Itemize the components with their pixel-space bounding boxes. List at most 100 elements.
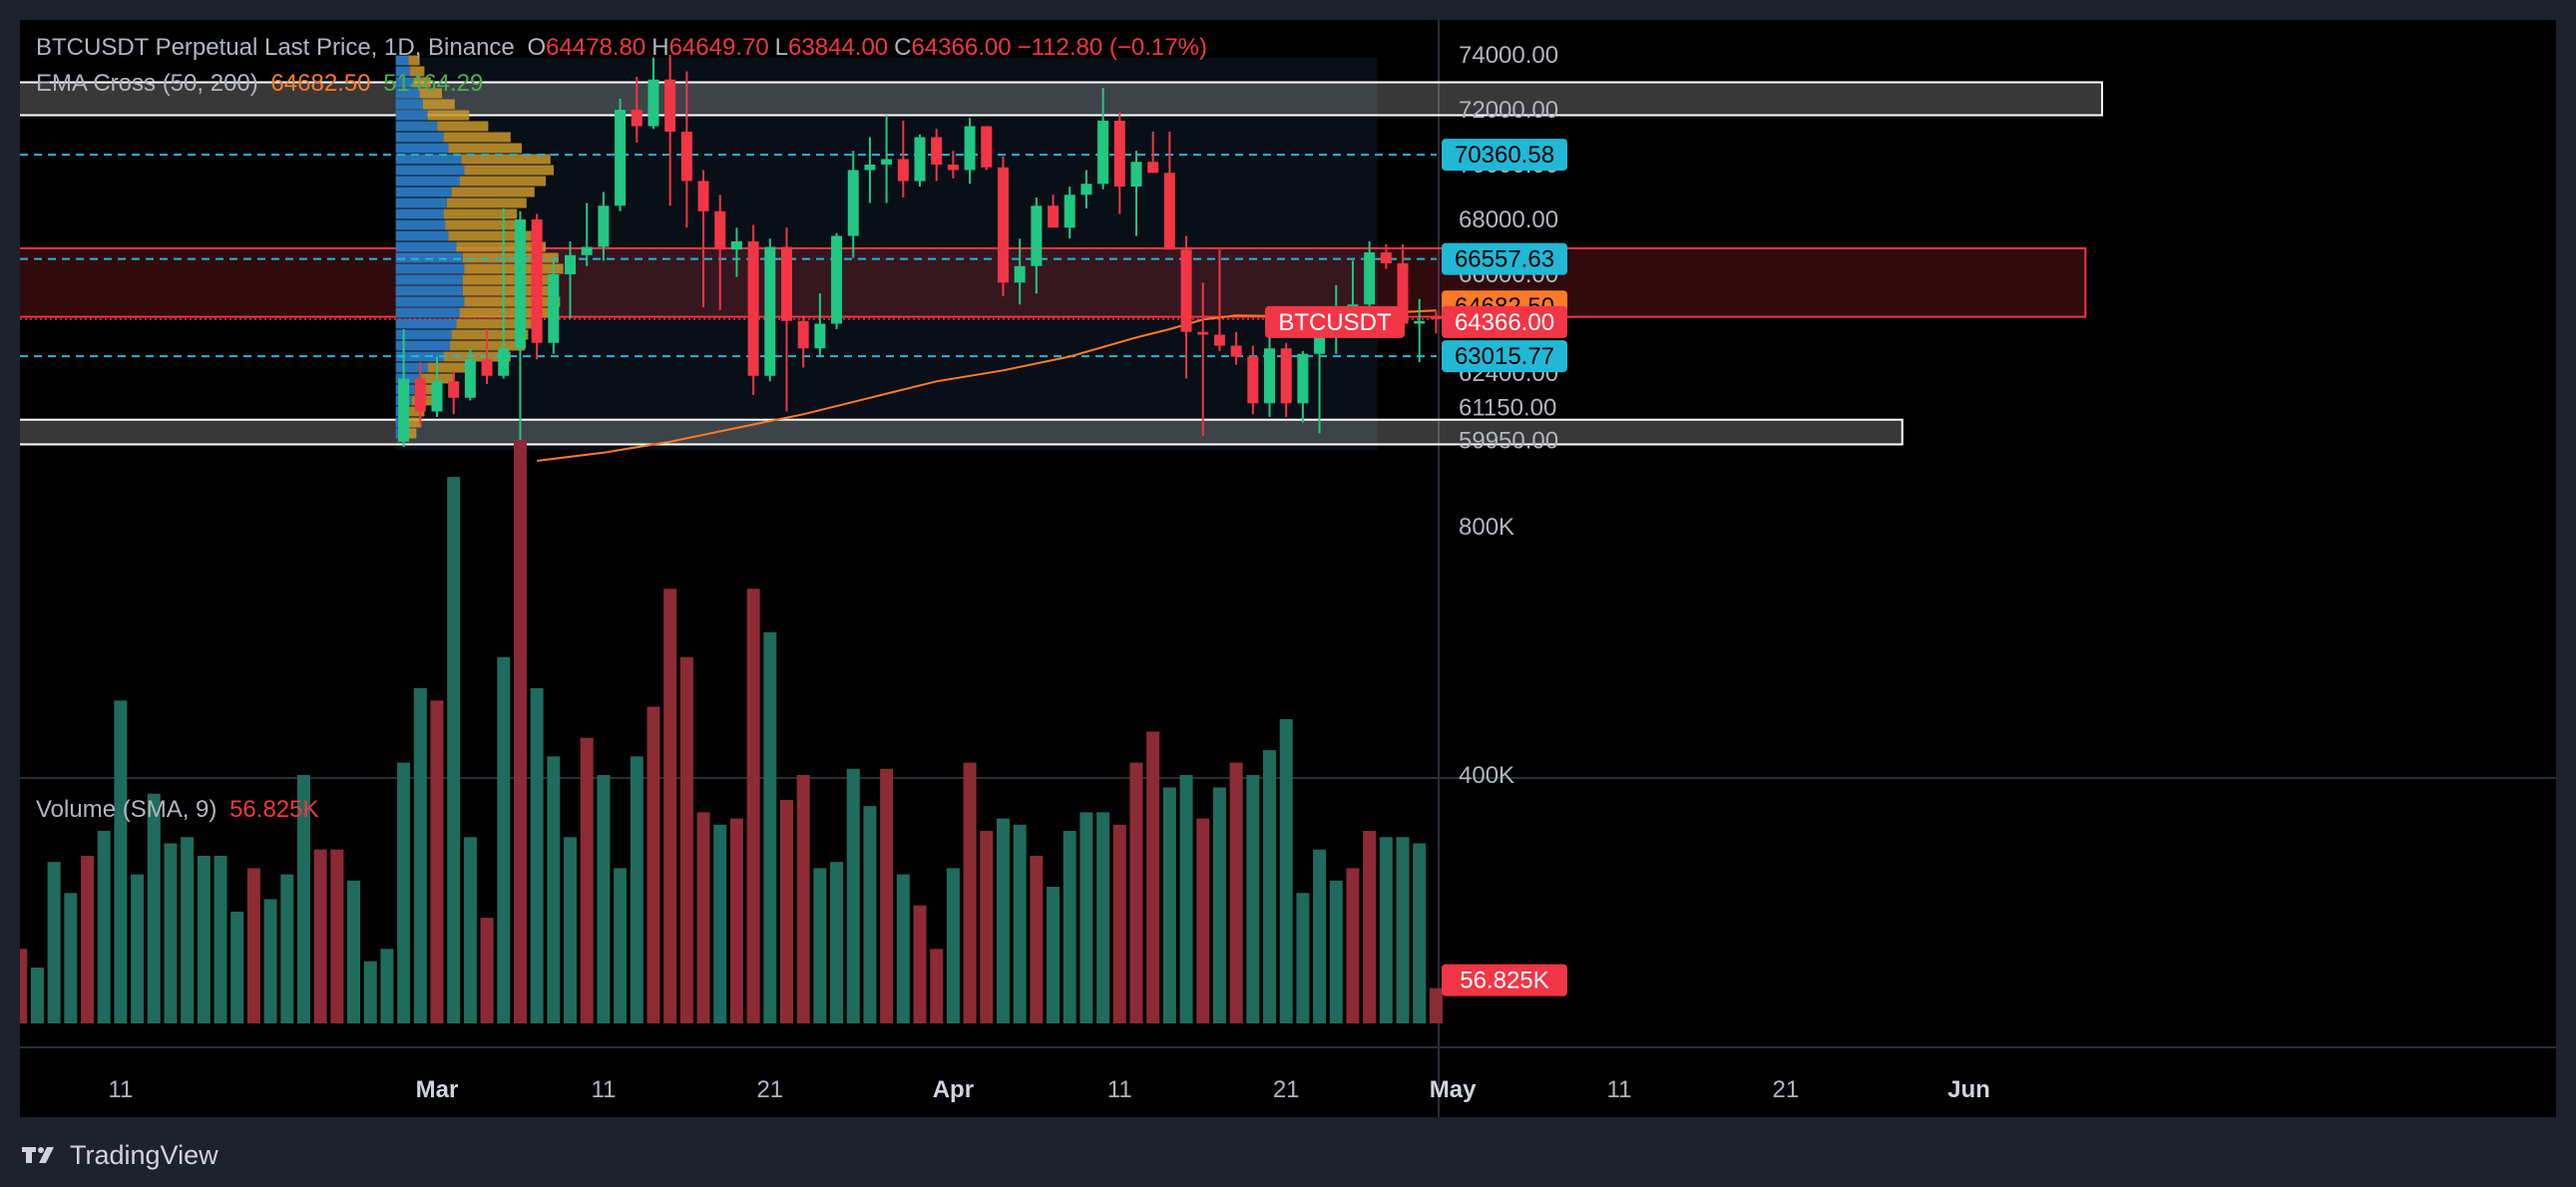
level-tag-bg bbox=[1442, 340, 1567, 373]
profile-row-up bbox=[395, 219, 446, 230]
chart-canvas[interactable]: 74000.0072000.0070000.0068000.0066000.00… bbox=[20, 20, 2556, 1117]
profile-row-up bbox=[395, 176, 460, 187]
open-label: O bbox=[527, 34, 547, 61]
candle-body bbox=[481, 359, 493, 376]
volume-bar bbox=[330, 849, 344, 1023]
candle-body bbox=[1097, 121, 1109, 185]
candle-body bbox=[1297, 353, 1309, 404]
ema50-value: 64682.50 bbox=[270, 70, 371, 97]
profile-row-down bbox=[427, 110, 470, 121]
change-value: −112.80 (−0.17%) bbox=[1017, 34, 1207, 61]
volume-bar bbox=[663, 589, 677, 1023]
profile-row-up bbox=[395, 351, 444, 362]
volume-bar bbox=[230, 911, 244, 1023]
volume-bar bbox=[846, 768, 860, 1023]
candle-body bbox=[1014, 265, 1026, 283]
candle-body bbox=[730, 241, 742, 250]
candle-body bbox=[997, 167, 1009, 283]
volume-bar bbox=[1013, 824, 1027, 1023]
profile-row-down bbox=[443, 208, 518, 219]
profile-row-down bbox=[414, 384, 441, 395]
candle-body bbox=[1364, 252, 1376, 305]
time-tick-label: 21 bbox=[1273, 1076, 1300, 1103]
volume-bar bbox=[597, 775, 611, 1023]
volume-last-tag: 56.825K bbox=[1460, 968, 1548, 994]
zone-upper-supply bbox=[20, 81, 2104, 117]
volume-bar bbox=[713, 824, 727, 1023]
candle-body bbox=[1163, 173, 1175, 250]
volume-bar bbox=[1063, 831, 1076, 1023]
candle-body bbox=[1213, 334, 1225, 346]
brand-name[interactable]: TradingView bbox=[70, 1139, 218, 1170]
candle-body bbox=[1031, 205, 1043, 266]
volume-bar bbox=[1396, 837, 1410, 1023]
profile-row-down bbox=[419, 88, 443, 99]
profile-row-up bbox=[395, 88, 420, 99]
profile-row-down bbox=[446, 198, 527, 208]
profile-row-up bbox=[395, 55, 409, 66]
profile-row-up bbox=[395, 121, 438, 132]
volume-bar bbox=[463, 837, 477, 1023]
profile-row-up bbox=[395, 132, 444, 143]
candle-body bbox=[1080, 184, 1092, 196]
volume-bar bbox=[513, 439, 527, 1024]
candle-body bbox=[514, 219, 526, 349]
volume-bar bbox=[1229, 762, 1243, 1023]
volume-bar bbox=[64, 893, 78, 1023]
volume-bar bbox=[81, 855, 95, 1023]
volume-bar bbox=[996, 818, 1010, 1023]
candle-body bbox=[615, 110, 627, 206]
level-tag: 66557.63 bbox=[1455, 246, 1554, 273]
ema-label[interactable]: EMA Cross (50, 200) bbox=[36, 70, 258, 97]
footer-brand[interactable]: TradingView bbox=[20, 1135, 218, 1175]
chart-area[interactable]: 74000.0072000.0070000.0068000.0066000.00… bbox=[20, 20, 2556, 1117]
profile-row-down bbox=[410, 66, 425, 77]
symbol-tag: BTCUSDT bbox=[1278, 309, 1392, 336]
volume-legend[interactable]: Volume (SMA, 9) 56.825K bbox=[36, 796, 325, 824]
symbol-legend[interactable]: BTCUSDT Perpetual Last Price, 1D, Binanc… bbox=[36, 34, 1219, 62]
ema-legend[interactable]: EMA Cross (50, 200) 64682.50 51464.29 bbox=[36, 70, 489, 98]
volume-bar bbox=[397, 762, 411, 1023]
zone-lower-demand bbox=[20, 418, 1904, 446]
volume-bar bbox=[1279, 718, 1293, 1023]
volume-bar bbox=[1030, 855, 1044, 1023]
profile-row-up bbox=[395, 198, 447, 208]
profile-row-down bbox=[448, 143, 523, 154]
time-tick-label: May bbox=[1430, 1076, 1477, 1103]
profile-row-up bbox=[395, 165, 465, 176]
close-label: C bbox=[894, 34, 912, 61]
candle-body bbox=[1414, 320, 1426, 324]
candle-body bbox=[1197, 331, 1209, 335]
candle-body bbox=[548, 274, 560, 343]
profile-row-up bbox=[395, 340, 451, 351]
candle-body bbox=[1230, 345, 1242, 357]
last-price-tag-bg bbox=[1442, 305, 1567, 338]
volume-bar bbox=[963, 762, 977, 1023]
profile-row-down bbox=[451, 329, 529, 340]
volume-bar bbox=[147, 793, 161, 1023]
time-tick-label: Apr bbox=[933, 1076, 974, 1103]
volume-bar bbox=[1363, 831, 1377, 1023]
volume-bar bbox=[1146, 731, 1160, 1023]
volume-bar bbox=[30, 967, 44, 1023]
profile-row-up bbox=[395, 274, 463, 285]
candle-body bbox=[714, 210, 726, 250]
candle-body bbox=[565, 254, 577, 274]
volume-label[interactable]: Volume (SMA, 9) bbox=[36, 796, 217, 823]
volume-bar bbox=[946, 868, 960, 1023]
level-tag: 63015.77 bbox=[1455, 343, 1554, 370]
volume-bar bbox=[564, 837, 578, 1023]
candle-body bbox=[831, 235, 843, 324]
candle-body bbox=[797, 320, 809, 349]
candle-body bbox=[581, 246, 593, 255]
profile-row-down bbox=[437, 121, 489, 132]
profile-row-down bbox=[448, 230, 532, 241]
volume-tick-label: 400K bbox=[1459, 762, 1514, 789]
profile-row-down bbox=[456, 318, 540, 329]
profile-row-down bbox=[456, 241, 547, 252]
price-tick-label: 68000.00 bbox=[1459, 206, 1558, 233]
volume-bar bbox=[1263, 750, 1276, 1023]
symbol-title[interactable]: BTCUSDT Perpetual Last Price, 1D, Binanc… bbox=[36, 34, 515, 61]
volume-bar bbox=[296, 775, 310, 1023]
volume-bar bbox=[813, 868, 827, 1023]
